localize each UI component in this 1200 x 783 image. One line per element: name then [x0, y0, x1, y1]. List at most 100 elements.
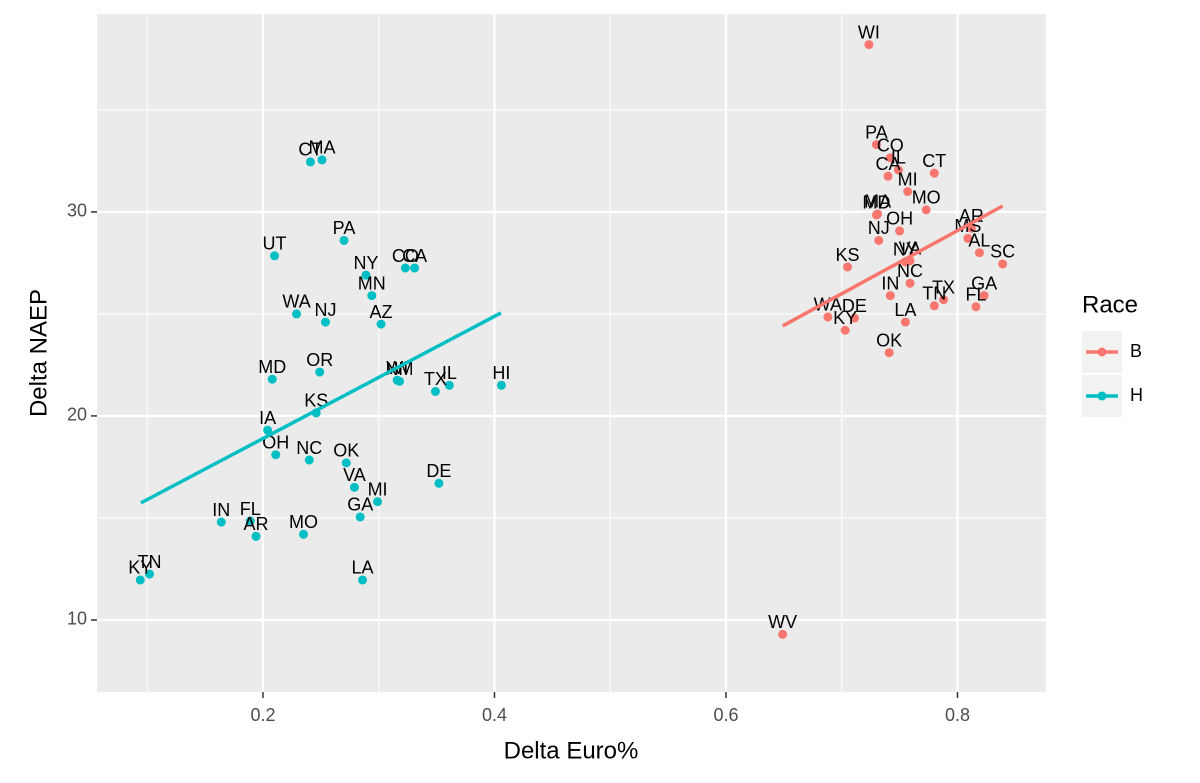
point	[410, 263, 420, 273]
point	[135, 575, 145, 585]
point-label: FL	[965, 285, 986, 305]
point-label: CA	[875, 154, 900, 174]
point	[884, 348, 894, 358]
point-label: OH	[886, 209, 913, 229]
point	[885, 291, 895, 301]
point	[430, 386, 440, 396]
point	[496, 380, 506, 390]
point	[341, 458, 351, 468]
point-label: AL	[968, 230, 990, 250]
y-tick-label: 10	[67, 609, 87, 629]
point-label: MO	[289, 512, 318, 532]
point-label: WI	[858, 22, 880, 42]
point-label: LA	[894, 300, 916, 320]
point	[270, 251, 280, 261]
legend-label: B	[1130, 341, 1142, 361]
point	[305, 157, 315, 167]
trend-line	[781, 204, 1004, 328]
point	[395, 376, 405, 386]
panel	[97, 14, 1046, 692]
point	[871, 140, 881, 150]
point	[245, 516, 255, 526]
point	[929, 301, 939, 311]
point-label: KY	[833, 308, 857, 328]
point	[216, 517, 226, 527]
point	[263, 425, 273, 435]
point	[145, 569, 155, 579]
point-label: LA	[352, 558, 374, 578]
point-label: GA	[347, 495, 373, 515]
point	[304, 455, 314, 465]
point-label: DE	[426, 461, 451, 481]
x-tick-label: 0.4	[482, 705, 507, 725]
point	[823, 312, 833, 322]
point	[998, 259, 1008, 269]
point-label: WA	[814, 295, 842, 315]
point-label: IL	[891, 148, 906, 168]
point-label: MA	[309, 138, 336, 158]
point-label: IA	[259, 408, 276, 428]
point	[373, 497, 383, 507]
point	[873, 209, 883, 219]
point-label: NJ	[314, 300, 336, 320]
point-label: MI	[898, 169, 918, 189]
point-label: FL	[240, 499, 261, 519]
point-label: MI	[368, 479, 388, 499]
point	[900, 317, 910, 327]
point-label: UT	[263, 234, 287, 254]
point	[874, 235, 884, 245]
point	[317, 155, 327, 165]
point-label: VA	[343, 465, 366, 485]
point-label: NY	[353, 253, 378, 273]
point-label: WV	[768, 612, 797, 632]
point-label: CO	[877, 136, 904, 156]
point-label: IN	[212, 500, 230, 520]
point	[885, 153, 895, 163]
point-label: CA	[402, 246, 427, 266]
y-tick-label: 30	[67, 201, 87, 221]
point	[292, 309, 302, 319]
point	[864, 40, 874, 50]
point-label: TX	[932, 277, 955, 297]
point	[939, 295, 949, 305]
point-label: WA	[282, 292, 310, 312]
point	[251, 531, 261, 541]
legend-label: H	[1130, 385, 1143, 405]
point	[400, 263, 410, 273]
point-label: GA	[971, 273, 997, 293]
legend-point	[1097, 391, 1107, 401]
legend-point	[1097, 347, 1107, 357]
point-label: IL	[442, 363, 457, 383]
point-label: OH	[262, 432, 289, 452]
point-label: DE	[842, 296, 867, 316]
x-tick-label: 0.2	[250, 705, 275, 725]
point	[903, 187, 913, 197]
point-label: CT	[922, 151, 946, 171]
point-label: CO	[392, 246, 419, 266]
point	[298, 529, 308, 539]
point	[849, 313, 859, 323]
point	[355, 512, 365, 522]
point	[883, 171, 893, 181]
point-label: OK	[333, 441, 359, 461]
point-label: KY	[128, 558, 152, 578]
point	[963, 233, 973, 243]
point	[434, 478, 444, 488]
point-label: MD	[862, 193, 890, 213]
point-label: MO	[912, 188, 941, 208]
point	[349, 482, 359, 492]
point-label: MA	[864, 192, 891, 212]
trend-line	[140, 311, 502, 505]
point-label: PA	[333, 218, 356, 238]
point	[895, 226, 905, 236]
y-axis-title: Delta NAEP	[25, 289, 52, 417]
point	[271, 450, 281, 460]
point	[905, 278, 915, 288]
point	[921, 205, 931, 215]
x-tick-label: 0.6	[713, 705, 738, 725]
point-label: NC	[897, 261, 923, 281]
point-label: AZ	[370, 302, 393, 322]
point	[893, 165, 903, 175]
point-label: TN	[138, 552, 162, 572]
